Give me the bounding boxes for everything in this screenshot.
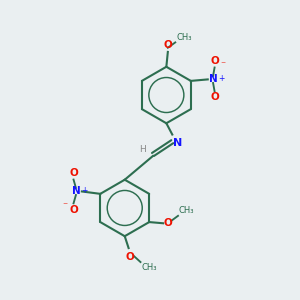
Text: O: O: [210, 56, 219, 66]
Text: CH₃: CH₃: [179, 206, 194, 215]
Text: N: N: [209, 74, 218, 84]
Text: ⁻: ⁻: [220, 60, 225, 70]
Text: N: N: [173, 138, 182, 148]
Text: +: +: [218, 74, 225, 83]
Text: CH₃: CH₃: [176, 32, 192, 41]
Text: O: O: [210, 92, 219, 103]
Text: N: N: [71, 187, 80, 196]
Text: CH₃: CH₃: [141, 263, 157, 272]
Text: H: H: [139, 145, 146, 154]
Text: ⁻: ⁻: [62, 201, 67, 211]
Text: +: +: [81, 186, 88, 195]
Text: O: O: [69, 205, 78, 214]
Text: O: O: [126, 252, 134, 262]
Text: O: O: [163, 218, 172, 228]
Text: O: O: [69, 168, 78, 178]
Text: O: O: [164, 40, 172, 50]
